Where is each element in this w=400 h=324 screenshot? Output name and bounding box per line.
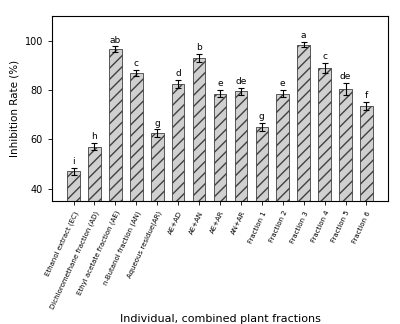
Text: e: e bbox=[280, 79, 286, 88]
Bar bbox=[151, 133, 164, 287]
Text: e: e bbox=[217, 79, 223, 88]
Bar bbox=[109, 50, 122, 287]
Text: d: d bbox=[175, 69, 181, 78]
Text: a: a bbox=[301, 30, 306, 40]
Bar bbox=[276, 94, 289, 287]
Text: c: c bbox=[134, 59, 139, 68]
Text: h: h bbox=[92, 132, 97, 141]
Bar bbox=[88, 147, 101, 287]
Bar bbox=[318, 68, 331, 287]
Text: de: de bbox=[235, 77, 247, 86]
Bar bbox=[130, 73, 142, 287]
Bar bbox=[214, 94, 226, 287]
Text: g: g bbox=[154, 119, 160, 128]
Bar bbox=[360, 106, 373, 287]
Text: g: g bbox=[259, 112, 265, 122]
Text: f: f bbox=[365, 91, 368, 100]
Y-axis label: Inhibition Rate (%): Inhibition Rate (%) bbox=[9, 60, 19, 157]
Text: b: b bbox=[196, 43, 202, 52]
Bar bbox=[256, 127, 268, 287]
Bar bbox=[298, 44, 310, 287]
Text: i: i bbox=[72, 157, 75, 166]
Text: de: de bbox=[340, 72, 351, 81]
Text: ab: ab bbox=[110, 36, 121, 44]
Bar bbox=[235, 91, 247, 287]
Bar bbox=[339, 89, 352, 287]
Bar bbox=[67, 171, 80, 287]
Text: c: c bbox=[322, 52, 327, 61]
X-axis label: Individual, combined plant fractions: Individual, combined plant fractions bbox=[120, 314, 320, 324]
Bar bbox=[193, 58, 205, 287]
Bar bbox=[172, 84, 184, 287]
